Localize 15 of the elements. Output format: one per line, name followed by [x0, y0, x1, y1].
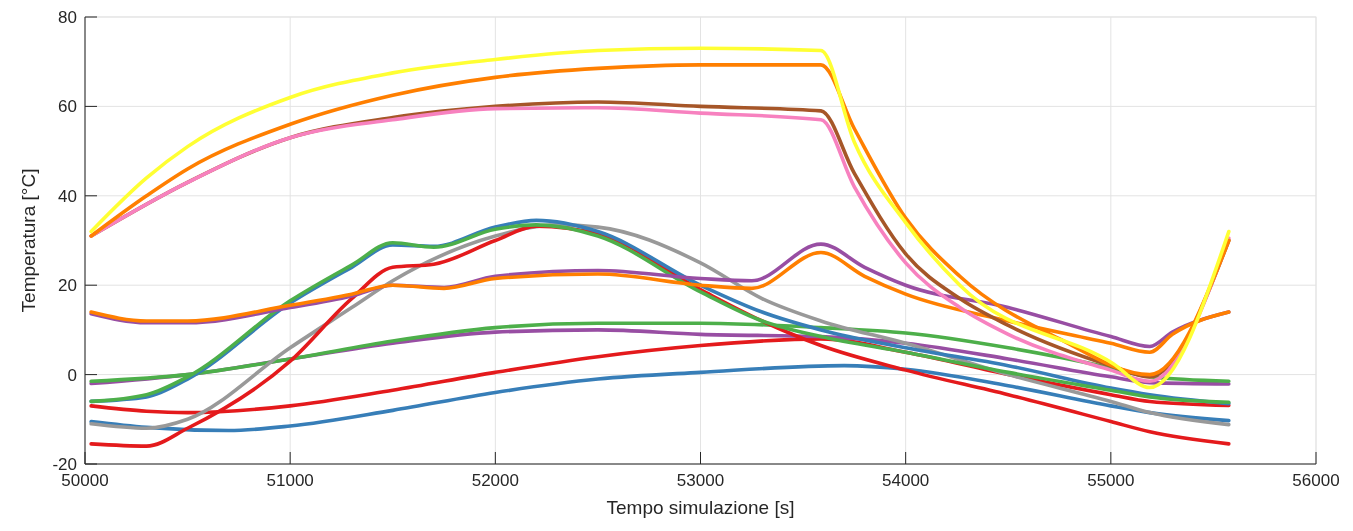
y-tick-label: 60 — [58, 97, 77, 117]
y-tick-label: 40 — [58, 186, 77, 206]
x-tick-label: 51000 — [266, 471, 314, 490]
x-tick-label: 54000 — [882, 471, 930, 490]
x-tick-label: 52000 — [471, 471, 519, 490]
y-tick-label: 80 — [58, 8, 77, 27]
y-tick-label: 20 — [58, 276, 77, 296]
x-axis-title: Tempo simulazione [s] — [606, 497, 795, 518]
x-tick-label: 55000 — [1087, 471, 1135, 490]
y-tick-label: -20 — [52, 455, 77, 474]
x-tick-label: 53000 — [676, 471, 725, 490]
x-tick-label: 56000 — [1292, 471, 1340, 490]
x-tick-label: 50000 — [61, 471, 109, 490]
y-tick-label: 0 — [67, 365, 77, 385]
y-axis-title: Temperatura [°C] — [18, 168, 39, 313]
